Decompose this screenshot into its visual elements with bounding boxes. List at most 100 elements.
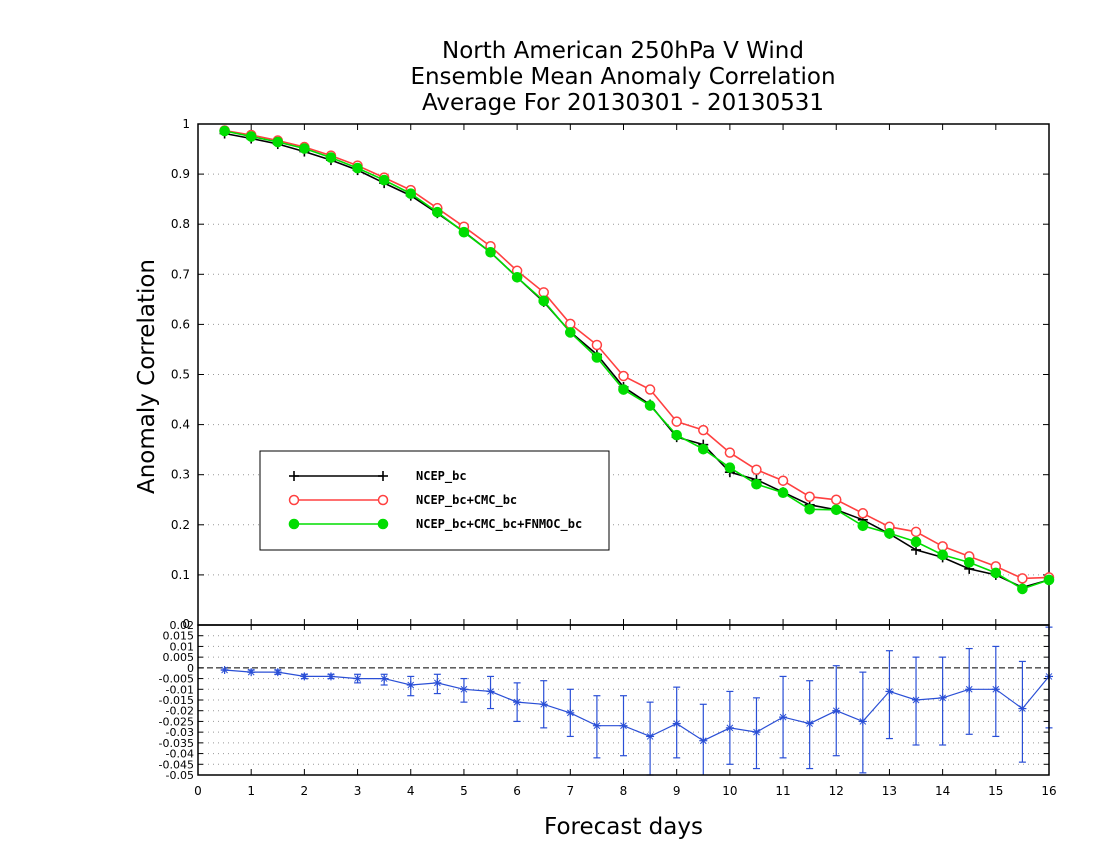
difference-plot-panel: 0.020.0150.010.0050-0.005-0.01-0.015-0.0… bbox=[159, 619, 1053, 782]
x-tick-label: 12 bbox=[829, 784, 844, 798]
chart-title-line: North American 250hPa V Wind bbox=[442, 38, 804, 64]
x-tick-label: 8 bbox=[620, 784, 628, 798]
data-point bbox=[912, 696, 921, 704]
data-point bbox=[273, 668, 282, 677]
y-tick-label: 0 bbox=[182, 617, 190, 631]
data-point bbox=[566, 708, 575, 717]
data-point bbox=[885, 687, 894, 696]
data-point bbox=[777, 487, 789, 499]
x-tick-label: 11 bbox=[775, 784, 790, 798]
data-point bbox=[220, 666, 229, 674]
data-point bbox=[804, 491, 815, 502]
data-point bbox=[538, 295, 550, 307]
data-point bbox=[353, 674, 362, 683]
y-tick-label: 1 bbox=[182, 117, 190, 131]
x-tick-label: 16 bbox=[1041, 784, 1056, 798]
x-axis: 0 1 2 3 4 5 6 7 8 9 10 11 12 13 14 15 16 bbox=[194, 124, 1057, 798]
data-point bbox=[857, 508, 869, 519]
data-point bbox=[832, 706, 841, 715]
data-point bbox=[965, 685, 974, 694]
x-tick-label: 14 bbox=[935, 784, 950, 798]
data-point bbox=[751, 464, 762, 475]
data-point bbox=[432, 206, 443, 218]
data-point bbox=[910, 536, 922, 548]
data-point bbox=[325, 152, 337, 163]
data-point bbox=[433, 678, 442, 687]
data-point bbox=[565, 327, 576, 338]
data-point bbox=[245, 131, 257, 142]
y-tick-label: 0.9 bbox=[171, 167, 190, 181]
data-point bbox=[752, 728, 761, 737]
y-tick-label: -0.035 bbox=[159, 737, 194, 750]
data-point bbox=[219, 125, 230, 137]
y-tick-label: -0.02 bbox=[166, 705, 194, 718]
legend-entry: NCEP_bc bbox=[289, 469, 467, 484]
data-point bbox=[698, 424, 709, 436]
data-point bbox=[991, 685, 1000, 694]
y-axis-label: Anomaly Correlation bbox=[134, 259, 160, 494]
data-point bbox=[300, 672, 309, 681]
x-tick-label: 15 bbox=[988, 784, 1003, 798]
data-point bbox=[592, 721, 601, 730]
x-tick-label: 4 bbox=[407, 784, 415, 798]
y-tick-label: 0.8 bbox=[171, 217, 190, 231]
legend-entry: NCEP_bc+CMC_bc bbox=[288, 493, 517, 508]
data-point bbox=[326, 672, 335, 681]
y-tick-label: -0.005 bbox=[159, 673, 194, 686]
x-tick-label: 2 bbox=[301, 784, 309, 798]
data-point bbox=[671, 429, 682, 441]
data-point bbox=[486, 687, 495, 696]
y-tick-label: 0 bbox=[187, 662, 194, 675]
data-point bbox=[725, 723, 734, 732]
data-point bbox=[247, 668, 256, 677]
data-point bbox=[459, 685, 468, 694]
y-tick-label: 0.1 bbox=[171, 568, 190, 582]
x-tick-label: 7 bbox=[566, 784, 574, 798]
y-tick-label: 0.2 bbox=[171, 518, 190, 532]
x-axis-label: Forecast days bbox=[544, 814, 703, 840]
data-point bbox=[538, 287, 549, 298]
data-point bbox=[619, 721, 628, 730]
legend-entry: NCEP_bc+CMC_bc+FNMOC_bc bbox=[288, 517, 582, 532]
data-point bbox=[591, 339, 603, 351]
data-point bbox=[804, 503, 815, 515]
data-point bbox=[858, 717, 867, 726]
chart-title-line: Average For 20130301 - 20130531 bbox=[422, 90, 824, 116]
y-tick-label: 0.01 bbox=[170, 640, 195, 653]
data-point bbox=[352, 162, 363, 174]
y-tick-label: 0.015 bbox=[163, 630, 195, 643]
y-tick-label: -0.03 bbox=[166, 726, 194, 739]
data-point bbox=[857, 520, 869, 532]
y-tick-label: -0.025 bbox=[159, 715, 194, 728]
data-point bbox=[672, 719, 681, 728]
data-point bbox=[406, 681, 415, 689]
x-tick-label: 1 bbox=[247, 784, 255, 798]
legend-box bbox=[259, 450, 610, 551]
x-tick-label: 0 bbox=[194, 784, 202, 798]
x-tick-label: 6 bbox=[513, 784, 521, 798]
data-point bbox=[937, 549, 948, 561]
x-tick-label: 10 bbox=[722, 784, 737, 798]
data-point bbox=[830, 504, 842, 516]
data-point bbox=[724, 462, 736, 473]
series-line bbox=[224, 669, 1050, 742]
data-point bbox=[990, 567, 1002, 579]
x-tick-label: 9 bbox=[673, 784, 681, 798]
legend-label: NCEP_bc+CMC_bc+FNMOC_bc bbox=[416, 517, 582, 532]
data-point bbox=[831, 494, 842, 505]
data-point bbox=[513, 698, 522, 707]
data-point bbox=[539, 700, 548, 709]
legend-label: NCEP_bc bbox=[416, 469, 467, 484]
main-plot-panel: 0.1 0.2 0.3 0.4 0.5 0.6 0.7 0.8 0.9 1 0 bbox=[171, 117, 1055, 631]
series-line bbox=[224, 132, 1050, 589]
chart-title-line: Ensemble Mean Anomaly Correlation bbox=[410, 64, 835, 90]
x-tick-label: 5 bbox=[460, 784, 468, 798]
data-point bbox=[884, 528, 895, 539]
legend: NCEP_bc NCEP_bc+CMC_bc NCEP_bc+CMC_bc+FNMO… bbox=[259, 450, 610, 551]
legend-marker bbox=[377, 494, 389, 506]
data-point bbox=[299, 143, 310, 154]
data-point bbox=[779, 713, 788, 722]
data-point bbox=[671, 416, 682, 427]
